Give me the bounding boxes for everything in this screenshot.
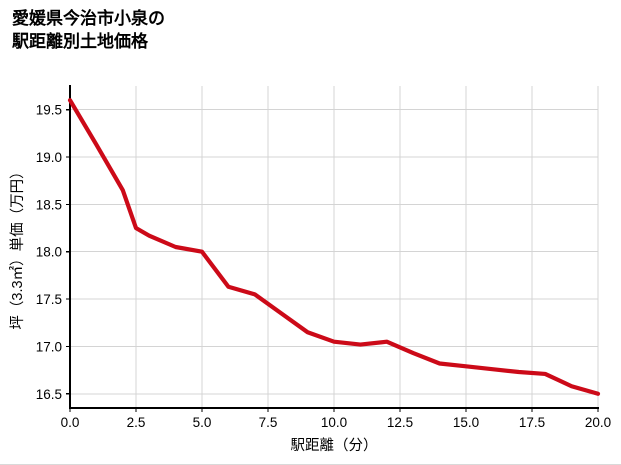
x-tick-label: 0.0 [61,415,80,430]
x-tick-label: 7.5 [259,415,278,430]
y-axis-tick-labels: 16.5 17.0 17.5 18.0 18.5 19.0 19.5 [36,103,62,402]
x-axis-tick-labels: 0.0 2.5 5.0 7.5 10.0 12.5 15.0 17.5 20.0 [61,415,612,430]
y-tick-label: 16.5 [36,387,62,402]
y-tick-label: 17.5 [36,292,62,307]
x-tick-label: 12.5 [387,415,413,430]
x-tick-label: 10.0 [321,415,347,430]
data-series-group [67,98,601,396]
tick-marks-group [66,109,599,412]
y-tick-label: 19.0 [36,150,62,165]
y-axis-title: 坪（3.3㎡）単価（万円） [9,164,26,329]
y-tick-label: 18.5 [36,197,62,212]
y-tick-label: 19.5 [36,103,62,118]
x-tick-label: 17.5 [519,415,545,430]
x-tick-label: 15.0 [453,415,479,430]
axis-spines-group [68,85,599,410]
x-axis-title: 駅距離（分） [291,436,378,454]
gridlines-group [69,86,599,408]
y-tick-label: 17.0 [36,339,62,354]
x-tick-label: 5.0 [193,415,212,430]
x-tick-label: 2.5 [127,415,146,430]
data-line-series [67,98,601,396]
y-tick-label: 18.0 [36,245,62,260]
chart-title: 愛媛県今治市小泉の 駅距離別土地価格 [12,9,165,51]
x-tick-label: 20.0 [585,415,611,430]
